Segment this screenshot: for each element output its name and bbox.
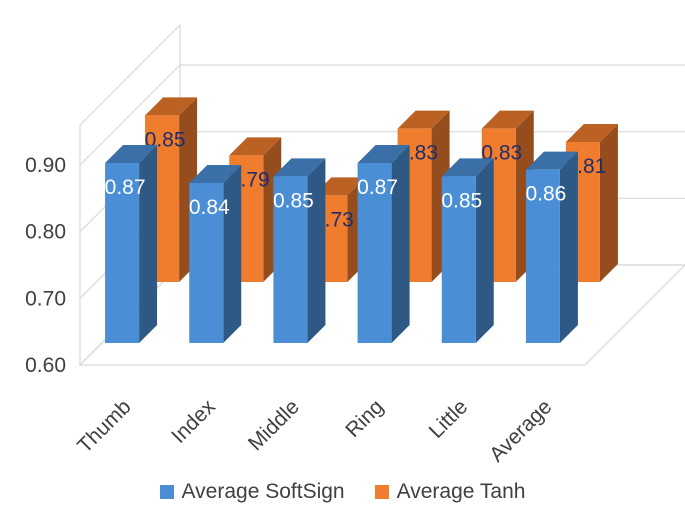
- bar-top: [229, 137, 282, 156]
- legend-swatch-tanh: [374, 485, 389, 499]
- bar-softsign-little: 0.85: [441, 158, 494, 343]
- bar-top: [145, 97, 198, 116]
- bar-top: [441, 158, 494, 177]
- y-tick-label: 0.90: [25, 154, 66, 177]
- bar-top: [105, 145, 158, 163]
- x-tick-label: Little: [425, 395, 473, 443]
- bar-top: [397, 110, 450, 129]
- bar-top: [525, 151, 578, 170]
- y-tick-label: 0.70: [25, 287, 66, 310]
- bar-top: [313, 177, 366, 196]
- bar-front: [525, 169, 560, 343]
- x-tick-label: Thumb: [73, 395, 135, 457]
- legend-label-softsign: Average SoftSign: [181, 480, 345, 503]
- y-tick-label: 0.80: [25, 221, 66, 244]
- bar-front: [189, 183, 224, 343]
- y-tick-label: 0.60: [25, 354, 66, 377]
- data-label: 0.85: [273, 189, 314, 212]
- bar-side: [599, 124, 618, 282]
- bar-side: [391, 145, 410, 343]
- x-tick-label: Average: [485, 395, 556, 466]
- bar-softsign-average: 0.86: [525, 151, 578, 343]
- data-label: 0.86: [525, 183, 566, 206]
- x-tick-label: Ring: [341, 395, 388, 442]
- bar-front: [273, 176, 308, 343]
- legend-item-tanh: Average Tanh: [374, 480, 526, 504]
- gridline: [79, 64, 685, 166]
- chart-canvas: 0.600.700.800.900.850.790.730.83 0.830.81…: [25, 23, 685, 467]
- bar-softsign-index: 0.84: [189, 165, 242, 343]
- bar-side: [223, 165, 242, 343]
- bar-top: [357, 145, 410, 163]
- legend-swatch-softsign: [159, 485, 174, 499]
- chart-legend: Average SoftSign Average Tanh: [0, 478, 685, 506]
- legend-item-softsign: Average SoftSign: [159, 480, 345, 504]
- data-label: 0.85: [441, 189, 482, 212]
- bar-top: [189, 165, 242, 183]
- bar-front: [441, 176, 476, 343]
- bar-top: [481, 110, 534, 129]
- bar-side: [475, 158, 494, 343]
- x-tick-label: Index: [167, 395, 220, 448]
- bar-side: [559, 151, 578, 343]
- data-label: 0.87: [105, 176, 146, 199]
- bar-softsign-middle: 0.85: [273, 158, 326, 343]
- bar-softsign-thumb: 0.87: [105, 145, 158, 343]
- bar-top: [565, 124, 618, 142]
- bar-side: [139, 145, 158, 343]
- bar-front: [105, 163, 140, 343]
- bar-softsign-ring: 0.87: [357, 145, 410, 343]
- data-label: 0.84: [189, 196, 230, 219]
- legend-label-tanh: Average Tanh: [396, 480, 526, 503]
- x-tick-label: Middle: [244, 395, 304, 455]
- bar-front: [357, 163, 392, 343]
- bar-top: [273, 158, 326, 177]
- data-label: 0.87: [357, 176, 398, 199]
- bar-side: [307, 158, 326, 343]
